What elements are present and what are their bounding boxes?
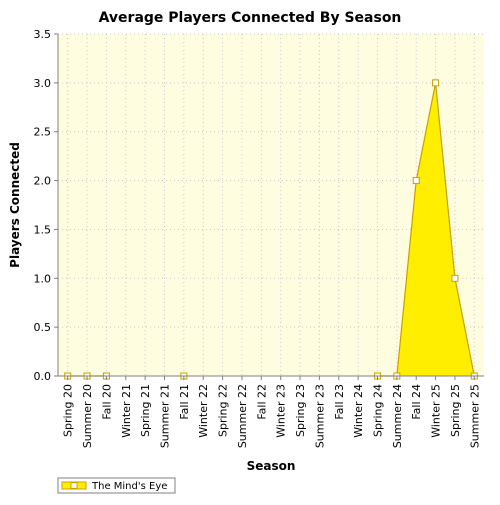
- x-tick-label: Spring 24: [371, 384, 384, 437]
- x-tick-label: Fall 21: [178, 384, 191, 420]
- x-tick-label: Spring 23: [294, 384, 307, 437]
- x-tick-label: Spring 20: [62, 384, 75, 437]
- x-tick-label: Winter 25: [430, 384, 443, 438]
- x-tick-label: Fall 22: [255, 384, 268, 420]
- data-point: [412, 177, 420, 185]
- x-tick-label: Winter 21: [120, 384, 133, 438]
- data-point: [451, 274, 459, 282]
- x-tick-label: Spring 25: [449, 384, 462, 437]
- y-axis-label: Players Connected: [8, 142, 22, 268]
- x-tick-label: Summer 20: [81, 384, 94, 448]
- legend: The Mind's Eye: [57, 477, 176, 494]
- x-tick-label: Spring 22: [217, 384, 230, 437]
- x-tick-label: Summer 22: [236, 384, 249, 448]
- x-tick-label: Winter 23: [275, 384, 288, 438]
- y-tick-label: 3.0: [34, 77, 52, 90]
- x-tick-label: Spring 21: [139, 384, 152, 437]
- y-tick-label: 2.5: [34, 126, 52, 139]
- x-axis-ticks: Spring 20 Summer 20 Fall 20 Winter 21 Spring…: [62, 376, 481, 448]
- chart-title: Average Players Connected By Season: [99, 10, 402, 26]
- grid-lines: [58, 33, 484, 376]
- x-tick-label: Winter 24: [352, 384, 365, 438]
- x-tick-label: Summer 21: [159, 384, 172, 448]
- x-tick-label: Fall 23: [333, 384, 346, 420]
- y-tick-label: 0.5: [34, 321, 52, 334]
- y-tick-label: 1.0: [34, 272, 52, 285]
- x-tick-label: Summer 23: [313, 384, 326, 448]
- legend-box: [57, 477, 176, 494]
- x-tick-label: Summer 25: [468, 384, 481, 448]
- x-axis-label: Season: [247, 459, 296, 473]
- y-tick-label: 1.5: [34, 223, 52, 236]
- y-tick-label: 0.0: [34, 370, 52, 383]
- x-tick-label: Winter 22: [197, 384, 210, 438]
- x-tick-label: Fall 24: [410, 384, 423, 420]
- x-tick-label: Summer 24: [391, 384, 404, 448]
- x-tick-label: Fall 20: [100, 384, 113, 420]
- legend-marker: [70, 482, 78, 489]
- legend-label: The Mind's Eye: [91, 481, 167, 492]
- y-tick-label: 2.0: [34, 175, 52, 188]
- area-fill: [377, 82, 475, 376]
- y-axis-ticks: 0.0 0.5 1.0 1.5 2.0 2.5 3.0 3.5: [34, 28, 58, 383]
- data-point: [432, 79, 440, 87]
- y-tick-label: 3.5: [34, 28, 52, 41]
